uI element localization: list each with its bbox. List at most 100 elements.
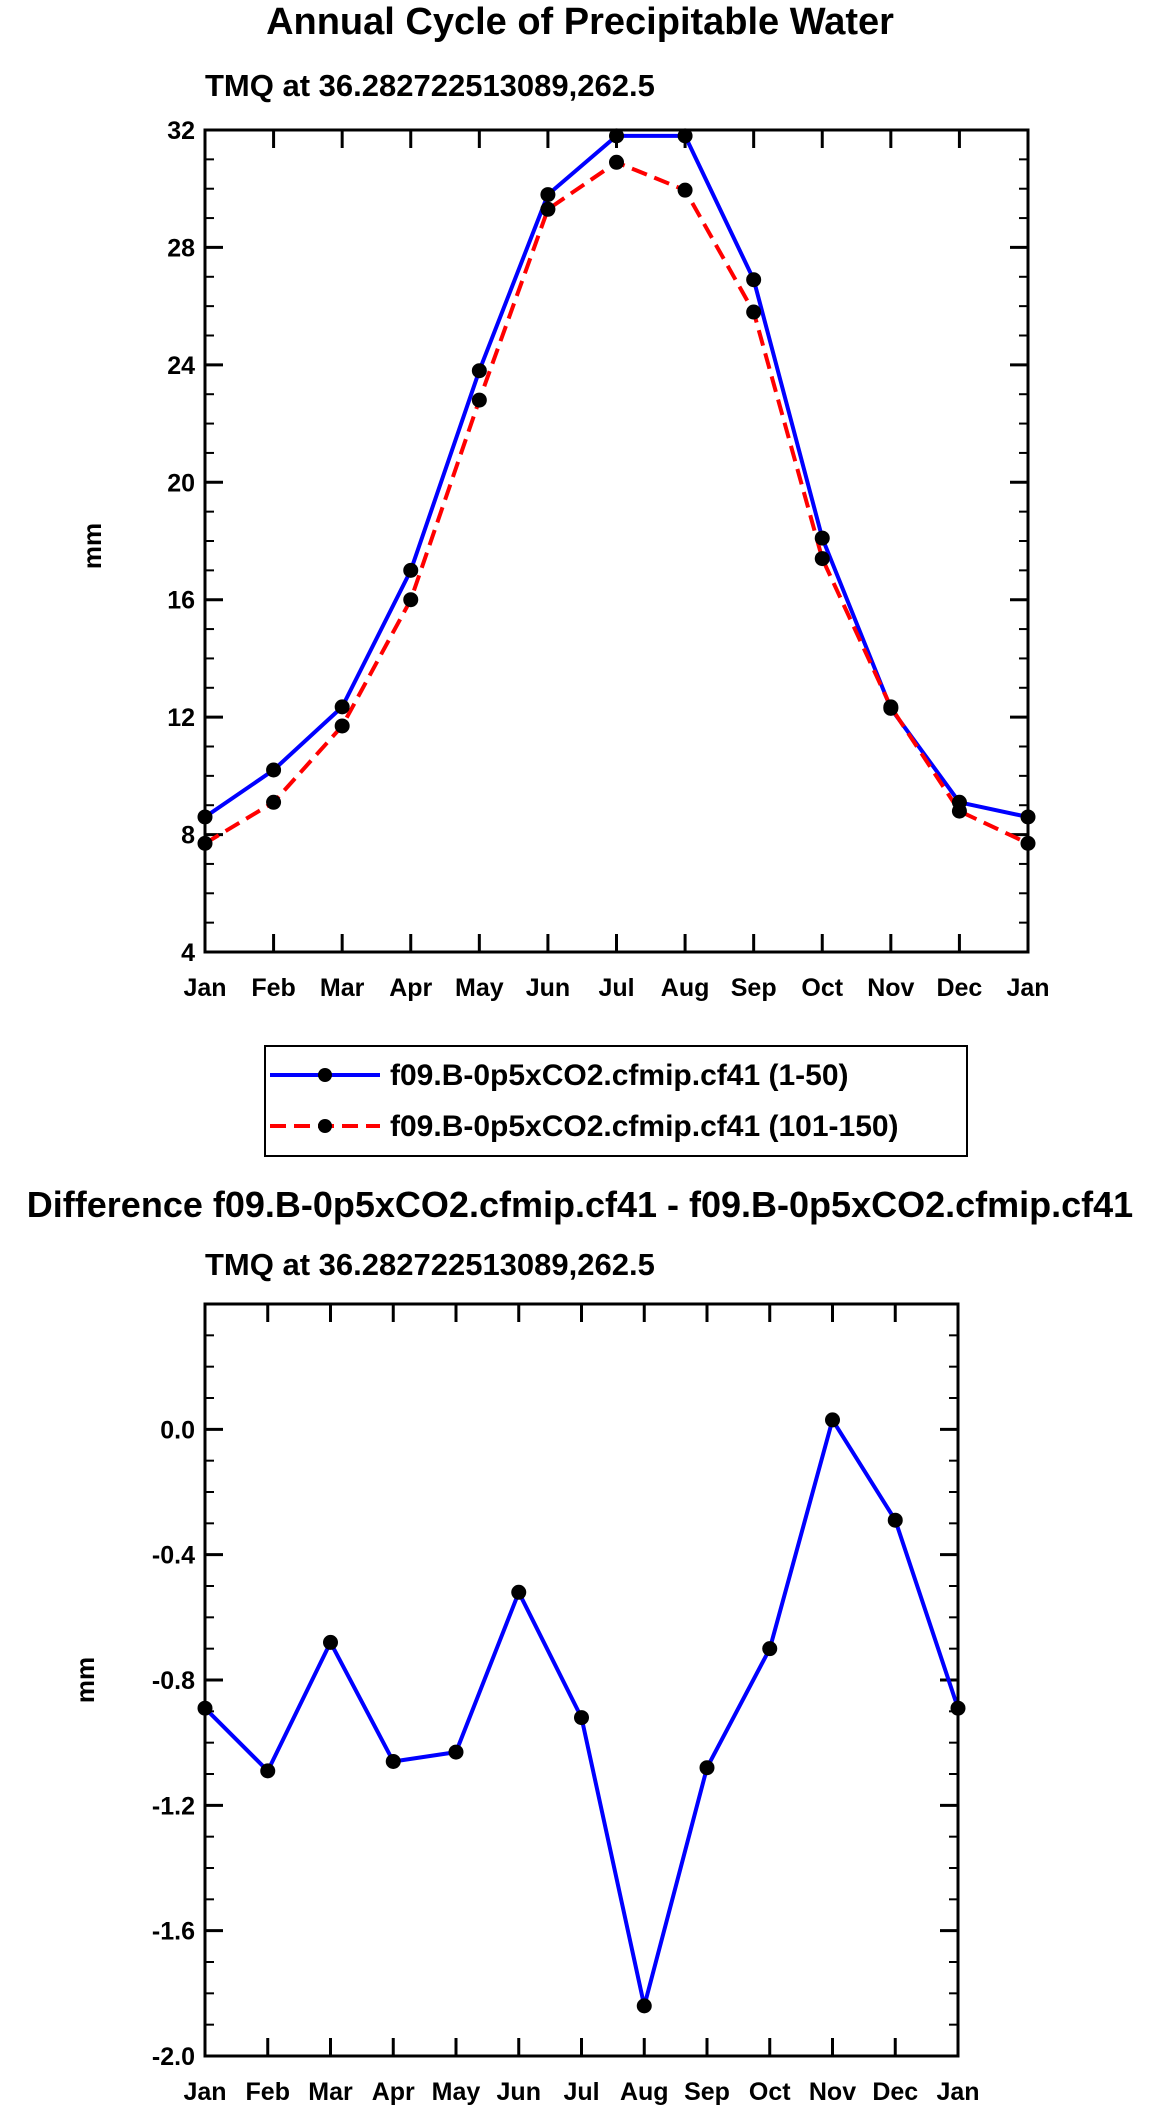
x-tick-label: Jul: [563, 2078, 599, 2106]
data-point-series-1: [574, 1710, 589, 1726]
data-point-series-1: [323, 1634, 338, 1650]
data-point-series-1: [699, 1760, 715, 1776]
data-point-series-1: [887, 1512, 903, 1528]
x-tick-label: Jun: [497, 2078, 541, 2106]
x-tick-label: Feb: [251, 974, 295, 1002]
y-tick-label: 16: [167, 587, 195, 615]
plot-frame: [203, 128, 1030, 954]
plot-frame: [203, 1302, 960, 2058]
legend: f09.B-0p5xCO2.cfmip.cf41 (1-50) f09.B-0p…: [264, 1045, 968, 1157]
legend-box: [264, 1045, 968, 1157]
x-tick-label: Sep: [684, 2078, 730, 2106]
x-tick-label: Apr: [389, 974, 432, 1002]
y-tick-label: 24: [167, 352, 195, 380]
x-tick-label: Nov: [867, 974, 914, 1002]
x-tick-label: Aug: [620, 2078, 669, 2106]
y-tick-label: 20: [167, 469, 195, 497]
chart-subtitle: TMQ at 36.282722513089,262.5: [205, 1247, 655, 1282]
data-point-series-1: [540, 187, 556, 203]
data-point-series-2: [609, 154, 624, 170]
y-tick-label: 8: [181, 822, 195, 850]
x-tick-label: Oct: [801, 974, 843, 1002]
y-tick-label: -1.2: [152, 1792, 195, 1820]
data-point-series-2: [266, 794, 282, 810]
tick-marks: [203, 128, 1030, 954]
y-tick-label: 4: [181, 939, 195, 967]
data-point-series-1: [636, 1998, 652, 2014]
series-line-1: [203, 133, 1029, 819]
chart-subtitle: TMQ at 36.282722513089,262.5: [205, 68, 655, 103]
x-tick-label: Jan: [183, 974, 226, 1002]
data-point-series-1: [471, 363, 487, 379]
data-point-series-1: [746, 272, 762, 288]
chart-title: Difference f09.B-0p5xCO2.cfmip.cf41 - f0…: [27, 1184, 1133, 1225]
y-tick-label: 32: [167, 117, 195, 145]
series-line-2: [203, 160, 1029, 846]
legend-marker-series-2: [318, 1119, 332, 1133]
series-layer: [197, 1412, 966, 2014]
x-tick-label: Nov: [809, 2078, 856, 2106]
tick-marks: [203, 1303, 960, 2058]
x-tick-label: Jun: [526, 974, 570, 1002]
y-axis-label: mm: [70, 1657, 100, 1703]
series-layer: [197, 128, 1036, 851]
data-point-series-1: [762, 1641, 778, 1657]
data-point-series-1: [511, 1584, 527, 1600]
y-tick-label: 0.0: [160, 1416, 195, 1444]
x-tick-label: Oct: [749, 2078, 791, 2106]
data-point-series-2: [883, 699, 899, 715]
x-tick-label: Dec: [872, 2078, 918, 2106]
x-tick-label: Mar: [308, 2078, 353, 2106]
legend-label-series-2: f09.B-0p5xCO2.cfmip.cf41 (101-150): [390, 1110, 899, 1143]
data-point-series-2: [471, 392, 487, 408]
legend-label-series-1: f09.B-0p5xCO2.cfmip.cf41 (1-50): [390, 1059, 849, 1092]
data-point-series-1: [403, 562, 419, 578]
x-tick-label: Jan: [936, 2078, 979, 2106]
annual-cycle-chart: Annual Cycle of Precipitable Water TMQ a…: [77, 1, 1050, 1002]
data-point-series-1: [385, 1753, 401, 1769]
data-point-series-1: [825, 1412, 840, 1428]
x-tick-labels: Jan Feb Mar Apr May Jun Jul Aug Sep Oct Nov Dec Jan: [183, 2078, 979, 2106]
y-tick-label: -0.8: [152, 1667, 195, 1695]
x-tick-label: Jan: [1006, 974, 1049, 1002]
difference-chart: Difference f09.B-0p5xCO2.cfmip.cf41 - f0…: [27, 1184, 1133, 2106]
data-point-series-2: [814, 551, 830, 567]
x-tick-label: Dec: [936, 974, 982, 1002]
data-point-series-2: [540, 201, 556, 217]
y-tick-labels: 4 8 12 16 20 24 28 32: [167, 117, 195, 967]
data-point-series-2: [677, 182, 693, 198]
y-tick-label: -2.0: [152, 2043, 195, 2071]
y-axis-label: mm: [77, 523, 107, 569]
y-tick-label: 28: [167, 234, 195, 262]
y-tick-label: -1.6: [152, 1918, 195, 1946]
legend-entry-series-1: f09.B-0p5xCO2.cfmip.cf41 (1-50): [270, 1059, 849, 1092]
x-tick-label: Jan: [183, 2078, 226, 2106]
y-tick-label: 12: [167, 704, 195, 732]
data-point-series-1: [609, 128, 624, 144]
legend-entry-series-2: f09.B-0p5xCO2.cfmip.cf41 (101-150): [270, 1110, 899, 1143]
data-point-series-2: [746, 304, 762, 320]
data-point-series-1: [266, 762, 282, 778]
data-point-series-1: [260, 1763, 276, 1779]
data-point-series-2: [403, 592, 419, 608]
data-point-series-2: [951, 803, 967, 819]
data-point-series-1: [677, 128, 693, 144]
x-tick-label: Feb: [246, 2078, 290, 2106]
x-tick-label: Mar: [320, 974, 365, 1002]
y-tick-label: -0.4: [152, 1542, 195, 1570]
data-point-series-1: [334, 699, 350, 715]
data-point-series-1: [448, 1744, 464, 1760]
x-tick-label: Sep: [731, 974, 777, 1002]
x-tick-label: May: [432, 2078, 481, 2106]
x-tick-label: May: [455, 974, 504, 1002]
data-point-series-2: [334, 718, 350, 734]
y-tick-labels: -2.0 -1.6 -1.2 -0.8 -0.4 0.0: [152, 1416, 195, 2071]
x-tick-label: Jul: [598, 974, 634, 1002]
legend-marker-series-1: [318, 1068, 332, 1082]
data-point-series-1: [814, 530, 830, 546]
chart-title: Annual Cycle of Precipitable Water: [266, 1, 894, 43]
x-tick-labels: Jan Feb Mar Apr May Jun Jul Aug Sep Oct Nov Dec Jan: [183, 974, 1049, 1002]
x-tick-label: Apr: [372, 2078, 415, 2106]
x-tick-label: Aug: [661, 974, 710, 1002]
